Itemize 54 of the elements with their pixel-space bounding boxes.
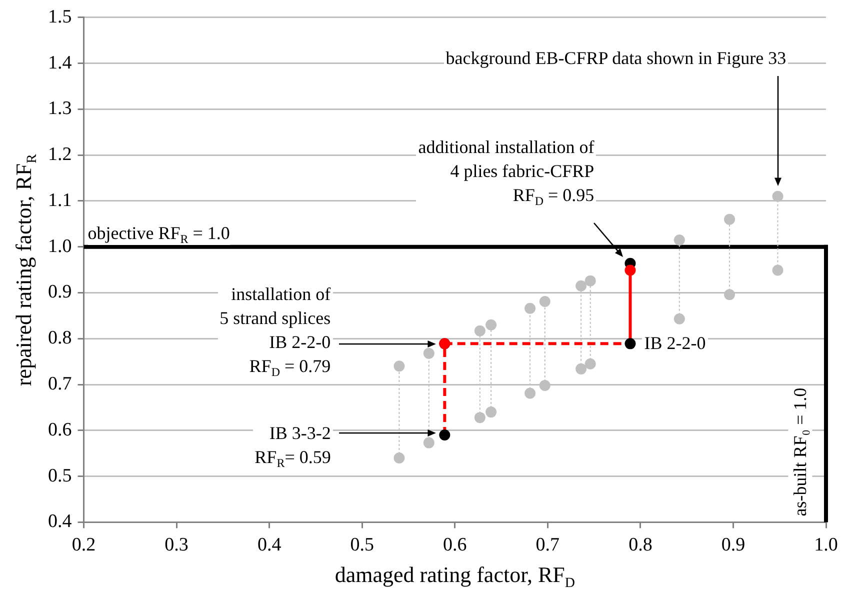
point bbox=[772, 264, 784, 276]
y-tick-label: 0.9 bbox=[48, 282, 72, 303]
x-tick-label: 1.0 bbox=[814, 534, 838, 556]
point bbox=[624, 264, 636, 276]
x-axis-title: damaged rating factor, RF$_{D}$ bbox=[334, 562, 576, 592]
x-tick-label: 0.3 bbox=[164, 534, 188, 556]
y-tick-label: 0.7 bbox=[48, 374, 72, 395]
point bbox=[486, 406, 497, 418]
y-tick-label: 1.4 bbox=[48, 52, 72, 74]
point bbox=[486, 319, 497, 330]
point bbox=[539, 380, 550, 391]
point bbox=[674, 234, 685, 246]
x-tick-label: 0.8 bbox=[628, 534, 652, 556]
point bbox=[524, 302, 536, 314]
x-tick-label: 0.6 bbox=[443, 534, 467, 556]
point bbox=[584, 275, 596, 286]
y-tick-label: 0.5 bbox=[48, 465, 72, 486]
point bbox=[474, 325, 486, 336]
point bbox=[576, 363, 587, 374]
y-tick-label: 0.6 bbox=[48, 419, 72, 440]
point bbox=[394, 452, 405, 464]
y-tick-label: 1.2 bbox=[48, 144, 72, 166]
point bbox=[772, 190, 784, 202]
ref-line-label: as-built RF₀ = 1.0 bbox=[788, 388, 812, 516]
x-tick-label: 0.9 bbox=[721, 534, 746, 556]
point bbox=[539, 296, 550, 307]
point bbox=[474, 412, 486, 424]
point bbox=[576, 280, 587, 292]
y-tick-label: 1.1 bbox=[48, 190, 72, 211]
point bbox=[524, 388, 536, 399]
annotation: additional installation of 4 plies fabric-CFRP RF$_{D}$ = 0.95 bbox=[416, 135, 596, 208]
point bbox=[724, 289, 736, 300]
point bbox=[394, 360, 405, 372]
y-tick-label: 1.5 bbox=[48, 6, 72, 28]
x-tick-label: 0.4 bbox=[257, 534, 282, 556]
x-tick-label: 0.5 bbox=[350, 534, 374, 556]
point bbox=[724, 214, 736, 225]
point bbox=[439, 430, 450, 441]
annotation: IB 2-2-0 bbox=[642, 330, 708, 355]
x-tick-label: 0.7 bbox=[536, 534, 560, 556]
y-tick-label: 1.0 bbox=[48, 236, 72, 257]
annotation: installation of 5 strand splices IB 2-2-0 RF$_{D}$ = 0.79 bbox=[218, 282, 333, 379]
y-tick-label: 1.3 bbox=[48, 98, 72, 120]
y-tick-label: 0.4 bbox=[48, 511, 72, 532]
x-tick-label: 0.2 bbox=[72, 534, 96, 556]
point bbox=[584, 358, 596, 370]
point bbox=[624, 338, 636, 350]
point bbox=[423, 348, 434, 359]
ref-line-label: objective RF$_{R}$ = 1.0 bbox=[88, 220, 230, 246]
annotation: background EB-CFRP data shown in Figure 33 bbox=[444, 46, 788, 70]
point bbox=[674, 313, 685, 324]
point bbox=[423, 437, 434, 448]
y-tick-label: 0.8 bbox=[48, 328, 72, 349]
annotation: IB 3-3-2 RF$_{R}$= 0.59 bbox=[252, 421, 333, 470]
